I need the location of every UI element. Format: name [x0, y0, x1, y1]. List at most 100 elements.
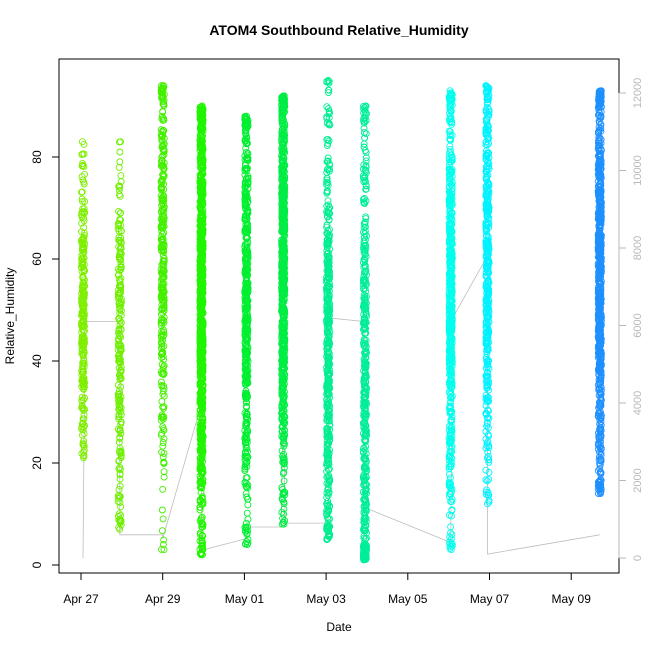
- scatter-point: [484, 85, 492, 93]
- scatter-point: [116, 267, 124, 274]
- scatter-point: [448, 392, 456, 400]
- scatter-point: [448, 348, 456, 356]
- scatter-point: [362, 363, 370, 370]
- scatter-point: [323, 440, 331, 448]
- scatter-point: [280, 439, 288, 447]
- scatter-point: [241, 361, 249, 369]
- scatter-point: [363, 432, 370, 440]
- scatter-point: [323, 241, 331, 249]
- scatter-point: [199, 116, 207, 124]
- scatter-point: [362, 455, 370, 463]
- scatter-point: [158, 153, 166, 161]
- scatter-point: [484, 345, 492, 353]
- scatter-point: [159, 413, 166, 420]
- scatter-point: [361, 315, 369, 323]
- scatter-point: [448, 333, 456, 341]
- scatter-point: [196, 262, 204, 270]
- scatter-point: [241, 478, 249, 486]
- scatter-point: [279, 314, 287, 322]
- scatter-point: [360, 514, 368, 522]
- series-4: [196, 102, 207, 559]
- scatter-point: [325, 407, 333, 415]
- scatter-point: [198, 541, 206, 549]
- scatter-point: [241, 409, 249, 417]
- scatter-point: [158, 223, 166, 231]
- scatter-point: [482, 340, 490, 348]
- scatter-point: [360, 119, 368, 127]
- scatter-point: [114, 425, 122, 433]
- scatter-point: [199, 318, 207, 326]
- scatter-point: [241, 138, 249, 146]
- scatter-point: [114, 271, 122, 279]
- scatter-point: [326, 302, 334, 310]
- scatter-point: [157, 284, 165, 292]
- scatter-point: [198, 468, 206, 476]
- scatter-point: [241, 167, 249, 175]
- scatter-point: [241, 434, 249, 441]
- scatter-point: [196, 506, 204, 514]
- scatter-point: [158, 112, 166, 120]
- scatter-point: [243, 275, 251, 283]
- scatter-point: [158, 289, 166, 297]
- scatter-point: [482, 172, 490, 180]
- scatter-point: [448, 542, 456, 550]
- scatter-point: [241, 171, 249, 179]
- scatter-point: [243, 243, 251, 251]
- scatter-point: [482, 269, 490, 277]
- series-1: [77, 138, 89, 462]
- scatter-point: [196, 258, 204, 266]
- scatter-point: [362, 157, 370, 165]
- scatter-point: [242, 432, 250, 440]
- scatter-point: [279, 165, 287, 173]
- scatter-point: [362, 178, 369, 186]
- scatter-point: [360, 263, 368, 271]
- scatter-point: [278, 403, 286, 411]
- scatter-point: [323, 303, 331, 311]
- scatter-point: [323, 208, 331, 216]
- scatter-point: [159, 247, 167, 255]
- scatter-point: [447, 390, 455, 398]
- scatter-point: [360, 389, 368, 397]
- scatter-point: [80, 268, 88, 276]
- scatter-point: [483, 414, 491, 422]
- scatter-point: [483, 419, 491, 426]
- scatter-point: [484, 356, 492, 364]
- scatter-point: [325, 315, 333, 323]
- scatter-point: [279, 452, 286, 460]
- scatter-point: [447, 368, 455, 376]
- scatter-point: [78, 252, 86, 260]
- series-2: [114, 138, 125, 533]
- scatter-point: [280, 125, 288, 132]
- scatter-point: [241, 467, 249, 474]
- scatter-point: [447, 271, 455, 278]
- scatter-point: [243, 529, 251, 537]
- scatter-point: [115, 411, 123, 419]
- scatter-point: [448, 239, 456, 247]
- scatter-point: [323, 188, 331, 196]
- scatter-point: [280, 161, 288, 169]
- scatter-point: [482, 141, 490, 148]
- scatter-point: [278, 143, 286, 151]
- series-8: [359, 102, 370, 564]
- scatter-point: [197, 137, 205, 144]
- scatter-point: [361, 257, 369, 265]
- scatter-point: [280, 505, 288, 513]
- scatter-point: [360, 223, 368, 231]
- scatter-point: [80, 140, 88, 148]
- scatter-point: [241, 161, 249, 169]
- scatter-point: [485, 380, 493, 388]
- series-7: [323, 77, 334, 543]
- scatter-point: [196, 503, 204, 511]
- scatter-point: [483, 454, 491, 462]
- scatter-point: [116, 216, 124, 223]
- scatter-point: [198, 192, 206, 200]
- scatter-point: [325, 465, 333, 473]
- scatter-point: [158, 545, 165, 553]
- scatter-point: [360, 380, 368, 388]
- scatter-point: [198, 482, 206, 490]
- scatter-point: [483, 152, 491, 160]
- scatter-point: [243, 155, 251, 163]
- scatter-point: [361, 349, 368, 357]
- scatter-point: [158, 348, 166, 356]
- scatter-point: [243, 335, 251, 343]
